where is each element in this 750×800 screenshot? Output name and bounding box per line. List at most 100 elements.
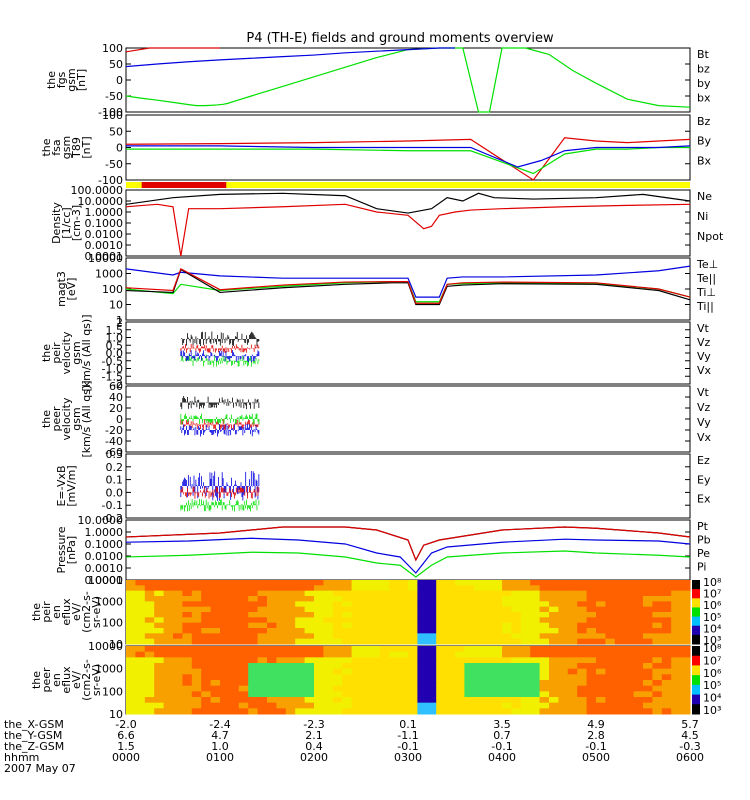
heatmap-cell	[285, 601, 296, 608]
heatmap-cell	[577, 633, 588, 640]
y-axis-label: velocity	[60, 331, 73, 374]
y-tick-label: -60	[105, 446, 123, 459]
heatmap-cell	[417, 628, 428, 634]
heatmap-cell	[154, 657, 165, 664]
heatmap-cell	[135, 596, 146, 602]
heatmap-cell	[473, 633, 484, 640]
heatmap-cell	[379, 651, 390, 658]
heatmap-cell	[276, 708, 287, 715]
heatmap-cell	[163, 691, 174, 698]
heatmap-cell	[154, 612, 165, 618]
legend-label: bz	[697, 63, 710, 76]
heatmap-cell	[539, 617, 550, 624]
heatmap-cell	[567, 638, 578, 645]
colorbar-segment	[692, 675, 700, 686]
heatmap-cell	[492, 601, 503, 608]
heatmap-cell	[135, 663, 146, 670]
heatmap-cell	[596, 657, 606, 664]
heatmap-cell	[257, 697, 268, 704]
heatmap-cell	[370, 585, 381, 592]
heatmap-cell	[229, 601, 240, 608]
heatmap-cell	[361, 697, 371, 704]
heatmap-cell	[596, 622, 606, 629]
heatmap-cell	[483, 668, 494, 675]
heatmap-cell	[332, 685, 343, 692]
heatmap-cell	[652, 590, 663, 597]
heatmap-cell	[332, 585, 343, 592]
heatmap-cell	[436, 668, 447, 675]
heatmap-cell	[473, 674, 484, 681]
heatmap-cell	[455, 606, 465, 613]
heatmap-cell	[596, 680, 606, 687]
heatmap-cell	[633, 680, 644, 687]
heatmap-cell	[492, 680, 503, 687]
heatmap-cell	[257, 702, 268, 709]
heatmap-cell	[285, 580, 296, 586]
heatmap-cell	[558, 633, 569, 640]
heatmap-cell	[398, 674, 409, 681]
heatmap-cell	[661, 601, 672, 608]
heatmap-cell	[624, 612, 635, 618]
y-axis-label: peir	[50, 342, 63, 364]
heatmap-cell	[596, 590, 606, 597]
heatmap-cell	[370, 708, 381, 715]
heatmap-cell	[267, 668, 277, 675]
heatmap-cell	[483, 702, 494, 709]
heatmap-cell	[417, 697, 428, 704]
heatmap-cell	[436, 622, 447, 629]
y-axis-label: gsm	[70, 341, 83, 364]
heatmap-cell	[520, 657, 531, 664]
heatmap-cell	[323, 691, 334, 698]
heatmap-cell	[163, 646, 174, 653]
heatmap-cell	[257, 680, 268, 687]
heatmap-cell	[163, 580, 174, 586]
y-tick-label: 0.0001	[85, 250, 124, 263]
y-axis-label: en	[50, 673, 63, 687]
heatmap-cell	[398, 585, 409, 592]
heatmap-cell	[511, 646, 522, 653]
heatmap-cell	[201, 596, 212, 602]
heatmap-cell	[173, 680, 183, 687]
heatmap-cell	[455, 668, 465, 675]
x-axis: the_X-GSM -2.0 -2.4 -2.3 0.1 3.5 4.9 5.7the_Y-G…	[4, 718, 704, 775]
heatmap-cell	[586, 585, 597, 592]
x-axis-tick-label: 0200	[300, 751, 328, 764]
heatmap-cell	[455, 685, 465, 692]
heatmap-cell	[680, 628, 691, 634]
heatmap-cell	[605, 638, 616, 645]
heatmap-cell	[624, 606, 635, 613]
y-tick-label: 0	[116, 74, 123, 87]
heatmap-cell	[483, 663, 494, 670]
heatmap-cell	[323, 663, 334, 670]
heatmap-cell	[229, 628, 240, 634]
heatmap-cell	[426, 633, 437, 640]
x-axis-tick-label: -2.0	[115, 718, 136, 731]
heatmap-cell	[586, 612, 597, 618]
heatmap-cell	[530, 628, 541, 634]
legend-label: Pi	[697, 561, 706, 574]
heatmap-cell	[483, 590, 494, 597]
heatmap-cell	[379, 685, 390, 692]
heatmap-cell	[332, 657, 343, 664]
heatmap-cell	[398, 708, 409, 715]
heatmap-cell	[455, 680, 465, 687]
heatmap-cell	[596, 663, 606, 670]
heatmap-cell	[520, 708, 531, 715]
heatmap-cell	[126, 601, 136, 608]
heatmap-cell	[389, 680, 400, 687]
heatmap-cell	[351, 638, 362, 645]
heatmap-cell	[520, 612, 531, 618]
heatmap-cell	[361, 580, 371, 586]
heatmap-cell	[135, 697, 146, 704]
heatmap-cell	[295, 657, 306, 664]
y-axis-label: peir	[40, 601, 53, 623]
heatmap-cell	[502, 601, 512, 608]
y-axis-label: the	[30, 603, 43, 621]
y-axis-label: [eV]	[65, 278, 78, 301]
y-tick-label: 10	[109, 708, 123, 721]
heatmap-cell	[323, 674, 334, 681]
heatmap-cell	[323, 601, 334, 608]
heatmap-cell	[295, 638, 306, 645]
heatmap-cell	[605, 622, 616, 629]
